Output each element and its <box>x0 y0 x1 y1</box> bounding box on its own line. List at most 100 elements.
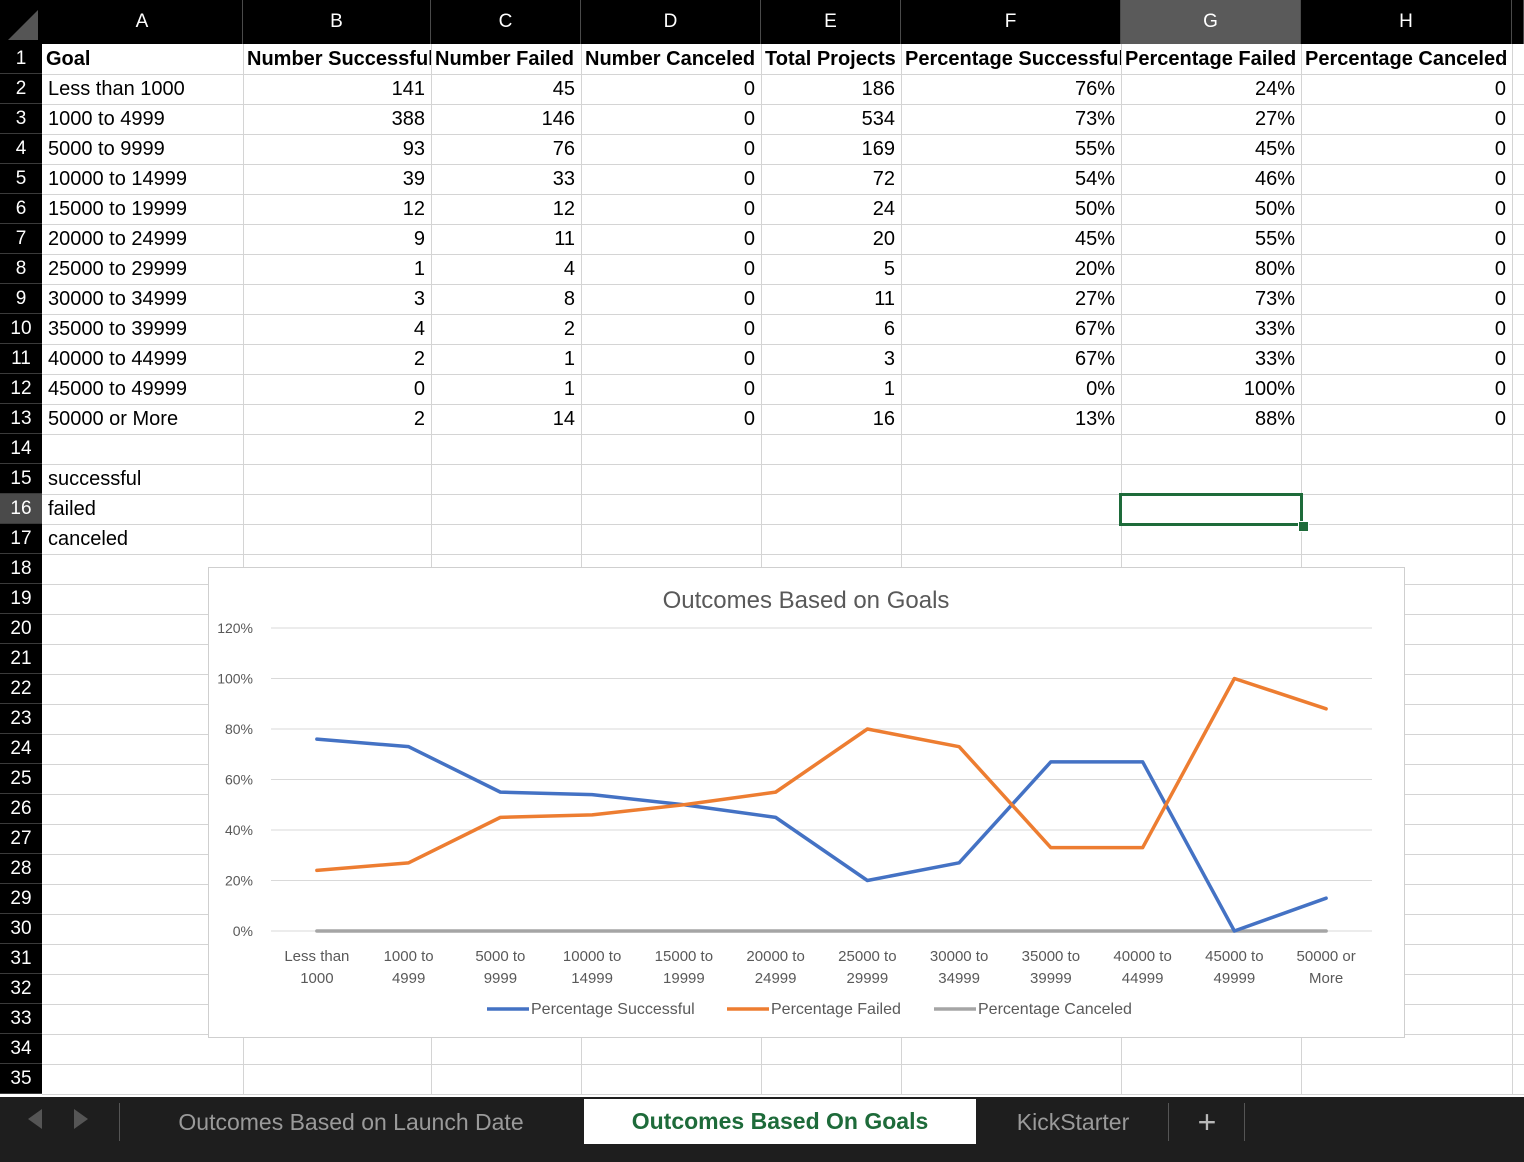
header-cell[interactable]: Percentage Failed <box>1125 48 1297 70</box>
row-header-5[interactable]: 5 <box>0 164 42 194</box>
value-cell[interactable]: 0% <box>1086 378 1115 400</box>
column-header-h[interactable]: H <box>1301 0 1512 44</box>
value-cell[interactable]: 45% <box>1254 138 1295 160</box>
value-cell[interactable]: 45% <box>1074 228 1115 250</box>
value-cell[interactable]: 11 <box>554 228 575 250</box>
goal-cell[interactable]: 30000 to 34999 <box>48 288 188 310</box>
value-cell[interactable]: 5 <box>883 258 895 280</box>
label-cell[interactable]: successful <box>48 468 142 490</box>
value-cell[interactable]: 0 <box>743 318 755 340</box>
goal-cell[interactable]: 40000 to 44999 <box>48 348 188 370</box>
value-cell[interactable]: 12 <box>402 198 425 220</box>
value-cell[interactable]: 0 <box>743 108 755 130</box>
value-cell[interactable]: 54% <box>1074 168 1115 190</box>
header-cell[interactable]: Goal <box>46 48 91 70</box>
header-cell[interactable]: Number Canceled <box>585 48 756 70</box>
value-cell[interactable]: 88% <box>1254 408 1295 430</box>
value-cell[interactable]: 1 <box>563 378 575 400</box>
row-header-13[interactable]: 13 <box>0 404 42 434</box>
select-all-corner[interactable] <box>0 0 42 44</box>
value-cell[interactable]: 0 <box>1494 318 1506 340</box>
value-cell[interactable]: 534 <box>861 108 895 130</box>
value-cell[interactable]: 93 <box>402 138 425 160</box>
value-cell[interactable]: 6 <box>883 318 895 340</box>
row-header-17[interactable]: 17 <box>0 524 42 554</box>
value-cell[interactable]: 0 <box>1494 348 1506 370</box>
row-header-28[interactable]: 28 <box>0 854 42 884</box>
value-cell[interactable]: 50% <box>1254 198 1295 220</box>
value-cell[interactable]: 0 <box>1494 288 1506 310</box>
row-header-9[interactable]: 9 <box>0 284 42 314</box>
value-cell[interactable]: 0 <box>413 378 425 400</box>
value-cell[interactable]: 0 <box>743 258 755 280</box>
value-cell[interactable]: 76% <box>1074 78 1115 100</box>
row-header-10[interactable]: 10 <box>0 314 42 344</box>
fill-handle[interactable] <box>1298 521 1309 532</box>
value-cell[interactable]: 67% <box>1074 348 1115 370</box>
row-header-12[interactable]: 12 <box>0 374 42 404</box>
value-cell[interactable]: 76 <box>552 138 575 160</box>
tab-kickstarter[interactable]: KickStarter <box>1016 1108 1130 1135</box>
value-cell[interactable]: 50% <box>1074 198 1115 220</box>
row-header-29[interactable]: 29 <box>0 884 42 914</box>
value-cell[interactable]: 1 <box>563 348 575 370</box>
prev-sheet-icon[interactable] <box>28 1109 42 1129</box>
row-header-23[interactable]: 23 <box>0 704 42 734</box>
goal-cell[interactable]: Less than 1000 <box>48 78 185 100</box>
goal-cell[interactable]: 1000 to 4999 <box>48 108 165 130</box>
header-cell[interactable]: Percentage Canceled <box>1305 48 1508 70</box>
value-cell[interactable]: 1 <box>883 378 895 400</box>
row-header-26[interactable]: 26 <box>0 794 42 824</box>
column-header-a[interactable]: A <box>42 0 243 44</box>
goal-cell[interactable]: 35000 to 39999 <box>48 318 188 340</box>
value-cell[interactable]: 0 <box>1494 168 1506 190</box>
value-cell[interactable]: 12 <box>552 198 575 220</box>
value-cell[interactable]: 45 <box>552 78 575 100</box>
value-cell[interactable]: 0 <box>743 198 755 220</box>
value-cell[interactable]: 0 <box>743 378 755 400</box>
value-cell[interactable]: 0 <box>1494 78 1506 100</box>
row-header-1[interactable]: 1 <box>0 44 42 74</box>
value-cell[interactable]: 55% <box>1074 138 1115 160</box>
header-cell[interactable]: Number Failed <box>435 48 574 70</box>
value-cell[interactable]: 27% <box>1254 108 1295 130</box>
value-cell[interactable]: 0 <box>743 228 755 250</box>
value-cell[interactable]: 20 <box>872 228 895 250</box>
row-header-4[interactable]: 4 <box>0 134 42 164</box>
value-cell[interactable]: 0 <box>743 408 755 430</box>
row-header-14[interactable]: 14 <box>0 434 42 464</box>
row-header-20[interactable]: 20 <box>0 614 42 644</box>
row-header-6[interactable]: 6 <box>0 194 42 224</box>
row-header-11[interactable]: 11 <box>0 344 42 374</box>
value-cell[interactable]: 13% <box>1074 408 1115 430</box>
value-cell[interactable]: 0 <box>1494 138 1506 160</box>
tab-outcomes-goals[interactable]: Outcomes Based On Goals <box>584 1099 976 1144</box>
value-cell[interactable]: 141 <box>391 78 425 100</box>
add-sheet-button[interactable]: + <box>1197 1103 1217 1140</box>
value-cell[interactable]: 33 <box>552 168 575 190</box>
value-cell[interactable]: 2 <box>563 318 575 340</box>
value-cell[interactable]: 169 <box>861 138 895 160</box>
row-header-32[interactable]: 32 <box>0 974 42 1004</box>
value-cell[interactable]: 73% <box>1074 108 1115 130</box>
value-cell[interactable]: 3 <box>883 348 895 370</box>
row-header-31[interactable]: 31 <box>0 944 42 974</box>
header-cell[interactable]: Number Successful <box>247 48 431 70</box>
row-header-34[interactable]: 34 <box>0 1034 42 1064</box>
row-header-15[interactable]: 15 <box>0 464 42 494</box>
goal-cell[interactable]: 10000 to 14999 <box>48 168 188 190</box>
column-header-e[interactable]: E <box>761 0 901 44</box>
row-header-19[interactable]: 19 <box>0 584 42 614</box>
label-cell[interactable]: canceled <box>48 528 129 550</box>
value-cell[interactable]: 0 <box>1494 408 1506 430</box>
tab-outcomes-launch-date[interactable]: Outcomes Based on Launch Date <box>178 1108 524 1135</box>
value-cell[interactable]: 0 <box>743 348 755 370</box>
value-cell[interactable]: 0 <box>743 288 755 310</box>
row-header-3[interactable]: 3 <box>0 104 42 134</box>
value-cell[interactable]: 186 <box>861 78 895 100</box>
row-header-8[interactable]: 8 <box>0 254 42 284</box>
value-cell[interactable]: 146 <box>541 108 575 130</box>
value-cell[interactable]: 3 <box>413 288 425 310</box>
value-cell[interactable]: 46% <box>1254 168 1295 190</box>
goal-cell[interactable]: 20000 to 24999 <box>48 228 188 250</box>
